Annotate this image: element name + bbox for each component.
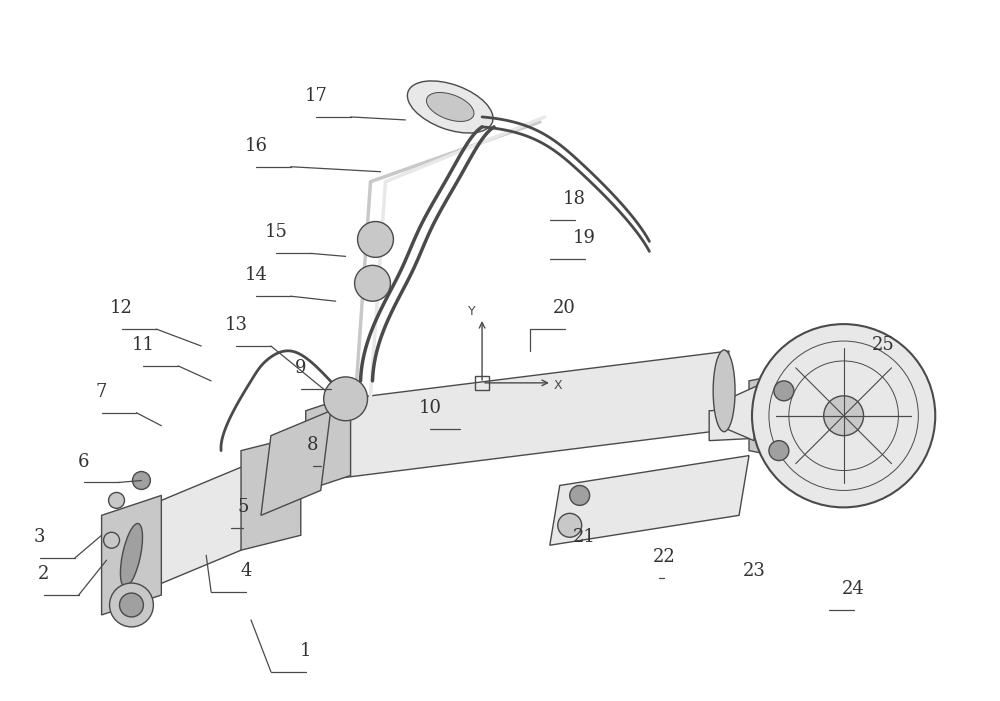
Text: 25: 25 [872,336,895,354]
Ellipse shape [713,350,735,432]
Polygon shape [261,411,331,515]
Text: 13: 13 [225,316,248,334]
Text: 8: 8 [307,435,318,454]
Circle shape [324,377,368,421]
Text: 11: 11 [132,336,155,354]
Text: 5: 5 [237,498,249,517]
Text: 2: 2 [38,565,50,583]
Text: 15: 15 [264,224,287,241]
Text: 17: 17 [304,87,327,105]
Text: 10: 10 [419,399,442,416]
Polygon shape [749,371,799,461]
Circle shape [570,486,590,505]
Polygon shape [719,386,757,441]
Polygon shape [241,435,301,550]
Circle shape [824,396,864,435]
Text: 21: 21 [573,529,596,546]
Circle shape [355,266,390,301]
Circle shape [774,381,794,401]
Circle shape [110,583,153,627]
Text: 6: 6 [78,453,89,470]
Text: 7: 7 [96,383,107,401]
Polygon shape [306,396,351,491]
Ellipse shape [407,81,493,133]
Text: 22: 22 [653,548,676,566]
Text: 16: 16 [244,137,267,155]
Text: 14: 14 [245,266,267,285]
Polygon shape [550,456,749,545]
Polygon shape [122,451,281,600]
Circle shape [358,222,393,257]
Text: 19: 19 [573,229,596,247]
Circle shape [120,593,143,617]
Polygon shape [321,351,729,480]
Circle shape [109,492,124,508]
Circle shape [769,441,789,461]
Text: 3: 3 [34,529,46,546]
Text: X: X [554,379,562,392]
Bar [475,376,489,390]
Circle shape [132,472,150,489]
Circle shape [104,532,120,548]
Circle shape [558,513,582,537]
Text: 1: 1 [300,642,312,660]
Text: 23: 23 [743,562,765,580]
Text: 18: 18 [563,189,586,207]
Text: 24: 24 [842,580,865,598]
Ellipse shape [120,524,143,587]
Text: 12: 12 [110,299,133,317]
Polygon shape [709,406,809,441]
Ellipse shape [426,93,474,121]
Text: Y: Y [468,305,476,318]
Text: 9: 9 [295,359,307,377]
Polygon shape [102,496,161,615]
Text: 20: 20 [553,299,576,317]
Text: 4: 4 [240,562,252,580]
Circle shape [752,324,935,508]
